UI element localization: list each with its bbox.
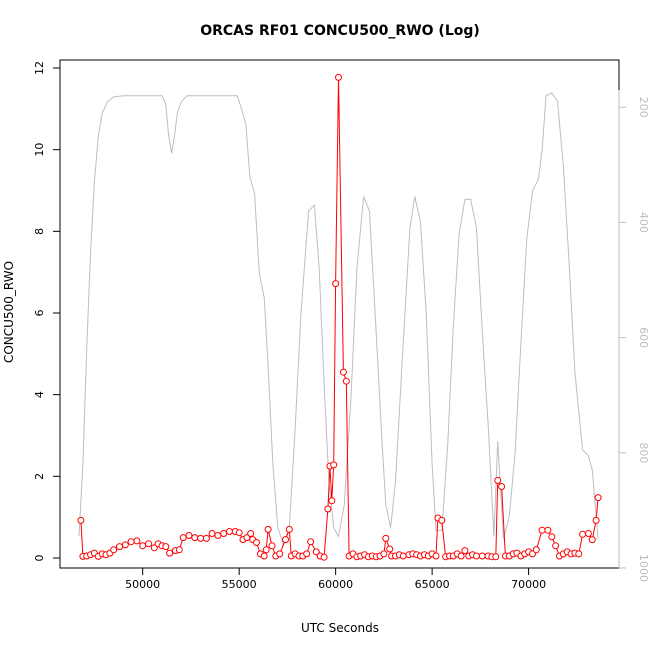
data-point-28 (208, 530, 216, 537)
y-tick-label-2: 4 (33, 391, 46, 398)
series-line-1 (78, 92, 599, 547)
data-point-59 (328, 497, 336, 505)
y2-tick-label-0: 200 (637, 97, 650, 118)
data-point-30 (220, 530, 228, 537)
data-point-60 (330, 461, 338, 469)
data-point-31 (226, 528, 233, 535)
y-tick-label-5: 10 (33, 143, 46, 157)
y-axis: 0 2 4 6 8 10 12 (33, 61, 60, 562)
data-point-126 (584, 530, 592, 537)
data-point-52 (303, 550, 311, 558)
primary-series (77, 73, 602, 561)
data-point-40 (260, 552, 268, 560)
data-point-19 (162, 543, 170, 551)
data-point-75 (382, 534, 390, 542)
data-point-95 (457, 552, 465, 560)
data-point-54 (312, 548, 320, 556)
data-point-41 (262, 546, 270, 554)
data-point-74 (380, 550, 388, 558)
x-axis-label: UTC Seconds (301, 621, 379, 635)
y-tick-label-4: 8 (33, 228, 46, 235)
data-point-15 (145, 540, 152, 548)
data-point-114 (532, 546, 540, 554)
data-point-23 (179, 534, 187, 542)
data-point-33 (235, 529, 243, 537)
data-point-124 (575, 550, 583, 558)
data-point-13 (133, 537, 141, 545)
secondary-series (78, 92, 599, 547)
data-point-38 (253, 539, 260, 546)
data-point-115 (538, 526, 546, 534)
data-point-0 (77, 516, 85, 524)
data-point-90 (438, 516, 446, 524)
data-point-26 (197, 534, 205, 542)
y2-tick-label-2: 600 (637, 327, 650, 348)
data-point-103 (492, 553, 500, 561)
data-point-10 (116, 543, 123, 551)
data-point-53 (307, 538, 315, 546)
data-point-47 (285, 525, 293, 533)
data-point-88 (432, 552, 440, 560)
chart-title: ORCAS RF01 CONCU500_RWO (Log) (200, 23, 480, 39)
data-point-62 (335, 73, 342, 81)
data-point-96 (461, 547, 469, 555)
data-point-100 (478, 552, 486, 560)
y2-tick-label-4: 1000 (637, 554, 650, 582)
data-point-76 (386, 545, 394, 553)
data-point-128 (592, 516, 600, 524)
x-tick-label-4: 70000 (511, 578, 546, 591)
x-tick-label-0: 50000 (125, 578, 160, 591)
x-tick-label-1: 55000 (222, 578, 257, 591)
data-point-46 (282, 536, 289, 544)
data-point-99 (473, 552, 480, 560)
data-point-11 (121, 541, 129, 549)
x-axis: 50000 55000 60000 65000 70000 (125, 568, 546, 591)
data-point-29 (214, 532, 222, 539)
data-point-27 (202, 534, 210, 542)
y-tick-label-1: 2 (33, 473, 46, 480)
data-point-45 (276, 550, 284, 558)
data-point-14 (139, 542, 147, 550)
x-tick-label-2: 60000 (318, 578, 353, 591)
data-point-22 (175, 546, 183, 554)
data-point-105 (498, 483, 506, 490)
data-point-63 (339, 368, 347, 376)
x-tick-label-3: 65000 (415, 578, 450, 591)
data-point-127 (588, 536, 596, 544)
series-line-0 (80, 77, 599, 558)
data-point-61 (332, 280, 340, 288)
data-point-36 (247, 530, 255, 537)
data-point-104 (494, 476, 502, 484)
data-point-118 (552, 542, 560, 550)
data-point-25 (191, 534, 199, 542)
data-point-9 (110, 546, 118, 554)
y2-tick-label-3: 800 (637, 442, 650, 463)
data-point-56 (320, 553, 328, 561)
data-point-12 (127, 538, 135, 546)
y-tick-label-6: 12 (33, 61, 46, 75)
data-point-80 (399, 552, 407, 560)
data-point-24 (185, 532, 193, 539)
y2-axis: 200 400 600 800 1000 (619, 97, 650, 582)
y2-tick-label-1: 400 (637, 212, 650, 233)
data-point-42 (264, 525, 272, 533)
data-point-20 (166, 549, 174, 557)
y-axis-label: CONCU500_RWO (2, 261, 16, 363)
data-point-117 (548, 533, 556, 541)
y-tick-label-3: 6 (33, 310, 46, 317)
data-point-129 (594, 494, 602, 502)
data-point-64 (342, 377, 350, 385)
data-point-43 (268, 542, 276, 550)
data-point-57 (324, 505, 332, 513)
data-point-116 (544, 526, 552, 534)
y-tick-label-0: 0 (33, 555, 46, 562)
data-point-125 (579, 530, 587, 538)
